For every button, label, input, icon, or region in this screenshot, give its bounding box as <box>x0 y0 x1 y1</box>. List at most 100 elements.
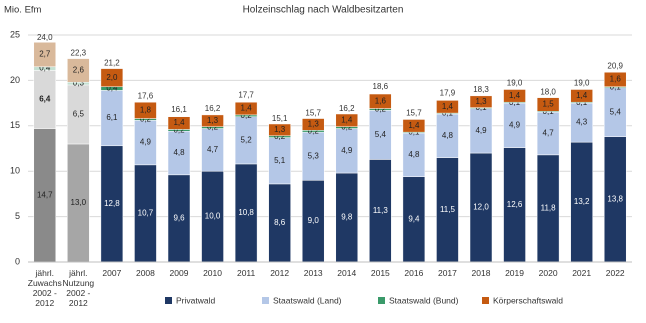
bar-segment <box>100 68 124 88</box>
value-label: 0,4 <box>39 64 51 73</box>
value-label: 1,3 <box>308 120 320 129</box>
value-label: 1,4 <box>576 91 588 100</box>
value-label: 4,3 <box>576 118 588 127</box>
value-label: 1,6 <box>610 75 622 84</box>
legend-label: Staatswald (Bund) <box>389 295 459 305</box>
total-label: 18,3 <box>473 85 489 94</box>
bar-segment <box>436 100 459 114</box>
total-label: 18,6 <box>373 82 389 91</box>
bar-segment <box>167 116 191 130</box>
total-label: 15,7 <box>305 109 321 118</box>
legend-swatch <box>482 297 489 304</box>
value-label: 1,3 <box>274 125 286 134</box>
total-label: 21,2 <box>104 59 120 68</box>
value-label: 11,8 <box>541 204 557 213</box>
x-tick-label: 2012 <box>270 268 290 278</box>
y-axis-label: Mio. Efm <box>4 5 42 16</box>
value-label: 9,6 <box>173 214 185 223</box>
value-label: 4,9 <box>509 120 521 129</box>
value-label: 1,4 <box>241 104 253 113</box>
value-label: 0,2 <box>274 132 286 141</box>
value-label: 1,3 <box>207 116 219 125</box>
value-label: 2,6 <box>73 66 85 75</box>
bar-segment <box>469 95 493 108</box>
value-label: 11,3 <box>373 206 389 215</box>
value-label: 1,8 <box>140 105 152 114</box>
total-label: 19,0 <box>507 79 523 88</box>
value-label: 9,4 <box>408 214 420 223</box>
x-tick-label: 2009 <box>169 268 189 278</box>
value-label: 9,0 <box>308 216 320 225</box>
value-label: 12,6 <box>507 200 523 209</box>
bar-segment <box>33 42 57 68</box>
total-label: 17,9 <box>440 89 456 98</box>
x-tick-label: 2016 <box>404 268 424 278</box>
total-label: 15,1 <box>272 114 288 123</box>
x-tick-label: 2019 <box>505 268 524 278</box>
legend-swatch <box>378 297 385 304</box>
total-label: 17,7 <box>238 90 254 99</box>
total-label: 18,0 <box>540 88 556 97</box>
x-tick-label: 2015 <box>370 268 390 278</box>
value-label: 13,2 <box>574 197 590 206</box>
bar-segment <box>369 93 392 109</box>
legend-swatch <box>165 297 172 304</box>
value-label: 5,4 <box>610 107 622 116</box>
y-tick-label: 10 <box>10 166 20 176</box>
value-label: 1,3 <box>475 97 487 106</box>
bar-segment <box>570 89 593 103</box>
value-label: 1,4 <box>442 102 454 111</box>
value-label: 10,0 <box>205 212 221 221</box>
value-label: 0,2 <box>173 125 185 134</box>
value-label: 5,4 <box>375 130 387 139</box>
y-tick-label: 15 <box>10 120 20 130</box>
value-label: 11,5 <box>440 205 456 214</box>
value-label: 4,8 <box>408 150 420 159</box>
value-label: 6,5 <box>73 110 85 119</box>
value-label: 8,6 <box>274 218 286 227</box>
value-label: 4,9 <box>341 146 353 155</box>
bar-segment <box>335 113 359 127</box>
value-label: 13,0 <box>71 198 87 207</box>
x-tick-label: 2008 <box>135 268 155 278</box>
y-tick-label: 0 <box>15 256 20 266</box>
x-tick-label: 2007 <box>102 268 122 278</box>
bar-segment <box>67 58 90 83</box>
value-label: 2,0 <box>106 73 118 82</box>
value-label: 1,4 <box>341 115 353 124</box>
x-tick-label: 2011 <box>236 268 256 278</box>
legend-label: Staatswald (Land) <box>273 295 342 305</box>
value-label: 10,8 <box>238 208 254 217</box>
value-label: 4,7 <box>543 129 555 138</box>
value-label: 10,7 <box>138 209 154 218</box>
bar-segment <box>234 101 258 116</box>
value-label: 14,7 <box>37 190 53 199</box>
value-label: 5,1 <box>274 156 286 165</box>
total-label: 15,7 <box>406 109 422 118</box>
value-label: 5,2 <box>241 135 253 144</box>
value-label: 5,3 <box>308 151 320 160</box>
x-tick-label: jährl. Nutzung 2002 - 2012 <box>62 268 95 308</box>
value-label: 2,7 <box>39 50 51 59</box>
legend-swatch <box>262 297 269 304</box>
bar-segment <box>201 114 224 127</box>
bar-segment <box>536 97 560 112</box>
value-label: 9,8 <box>341 213 353 222</box>
bar-segment <box>134 101 157 119</box>
value-label: 12,8 <box>104 199 120 208</box>
value-label: 1,4 <box>509 91 521 100</box>
value-label: 4,9 <box>475 126 487 135</box>
x-tick-label: 2022 <box>605 268 625 278</box>
value-label: 0,2 <box>308 126 320 135</box>
value-label: 1,6 <box>375 96 387 105</box>
total-label: 19,0 <box>574 79 590 88</box>
total-label: 22,3 <box>71 49 87 58</box>
y-tick-label: 20 <box>10 75 20 85</box>
y-tick-label: 5 <box>15 211 20 221</box>
bar-segment <box>503 89 526 103</box>
value-label: 12,0 <box>473 203 489 212</box>
chart-title: Holzeinschlag nach Waldbesitzarten <box>243 5 404 16</box>
x-tick-label: 2017 <box>437 268 457 278</box>
value-label: 4,9 <box>140 138 152 147</box>
